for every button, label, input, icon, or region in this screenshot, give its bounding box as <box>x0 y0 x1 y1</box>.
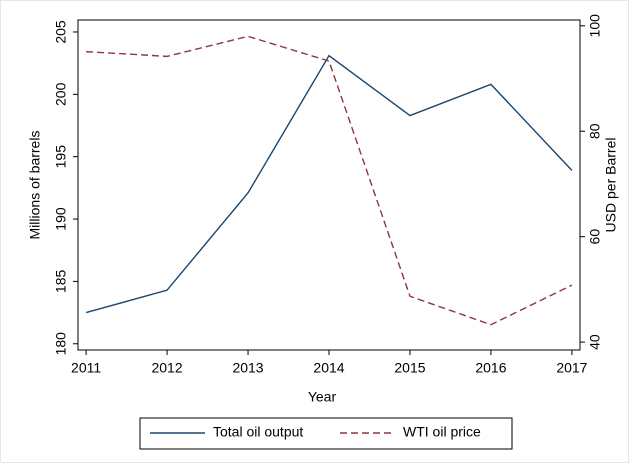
legend-label: WTI oil price <box>403 424 481 440</box>
x-tick-label: 2012 <box>151 360 182 376</box>
x-tick-label: 2015 <box>394 360 425 376</box>
x-axis-label: Year <box>308 389 337 405</box>
series-line <box>86 35 573 326</box>
x-tick-label: 2013 <box>232 360 263 376</box>
y-tick-label: 195 <box>53 145 69 169</box>
y2-axis-label: USD per Barrel <box>603 138 619 233</box>
legend-label: Total oil output <box>213 424 303 440</box>
y-axis-label: Millions of barrels <box>27 131 43 240</box>
y-tick-label: 190 <box>53 207 69 231</box>
plot-area <box>77 19 581 351</box>
y2-tick-label: 100 <box>587 14 603 38</box>
y-tick-label: 200 <box>53 82 69 106</box>
x-tick-label: 2014 <box>313 360 344 376</box>
series-line <box>85 54 573 314</box>
y-tick-label: 180 <box>53 332 69 356</box>
x-tick-label: 2011 <box>71 360 101 376</box>
y2-tick-label: 60 <box>587 229 603 245</box>
x-tick-label: 2016 <box>475 360 506 376</box>
x-tick-label: 2017 <box>556 360 587 376</box>
y-tick-label: 185 <box>53 270 69 294</box>
y2-tick-label: 80 <box>587 123 603 139</box>
y-tick-label: 205 <box>53 20 69 44</box>
y2-tick-label: 40 <box>587 334 603 350</box>
